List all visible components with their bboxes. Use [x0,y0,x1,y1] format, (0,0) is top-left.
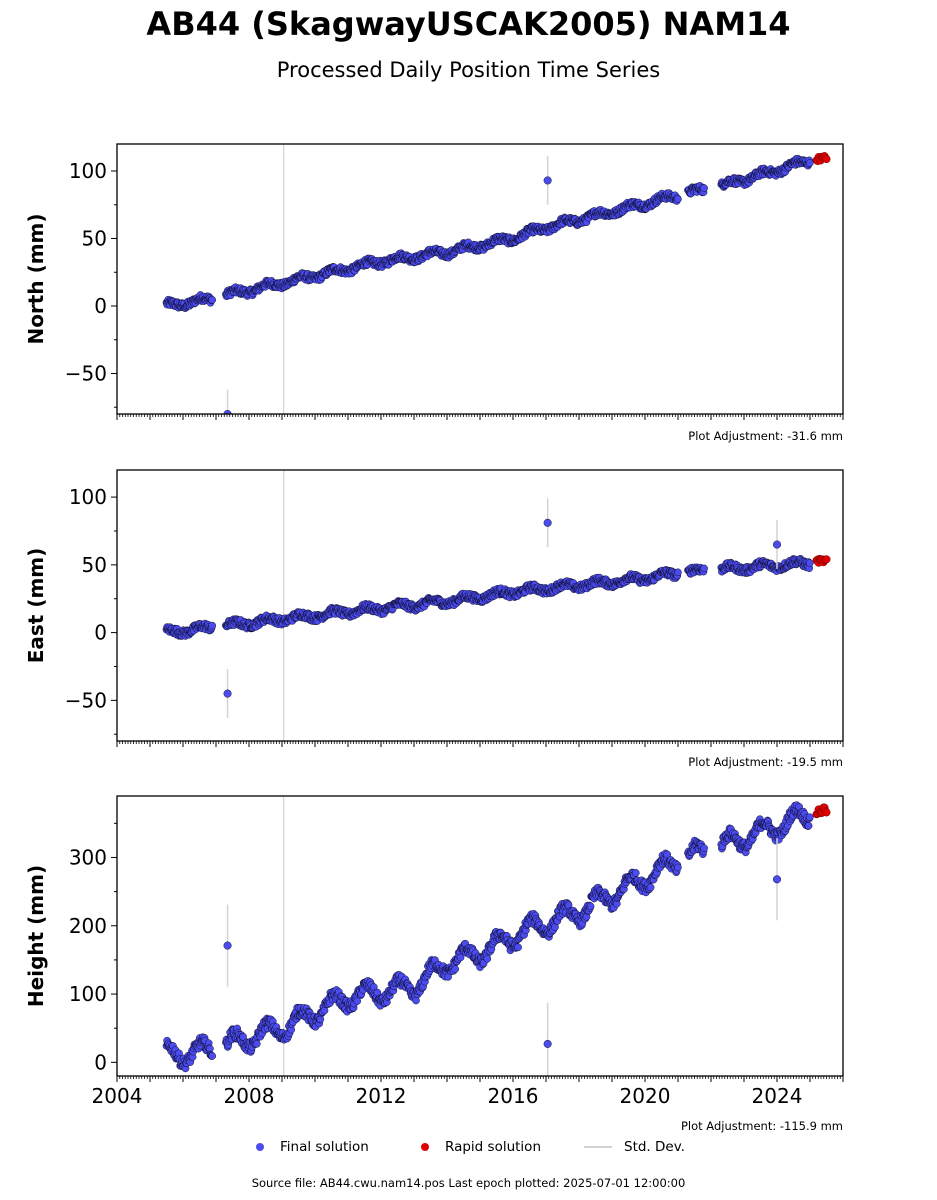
rapid-solution-point [822,555,831,564]
final-solution-point [700,184,708,192]
plot-frame [116,469,844,742]
final-solution-point [586,902,595,911]
source-note: Source file: AB44.cwu.nam14.pos Last epo… [251,1176,686,1190]
y-axis-label: East (mm) [24,548,48,664]
y-axis-label: North (mm) [24,213,48,344]
final-solution-point [806,559,814,567]
outlier-point [773,875,782,884]
legend-item-stddev: Std. Dev. [584,1136,685,1158]
outlier-point [773,540,782,549]
final-solution-point [674,863,682,872]
y-tick-label: 100 [69,159,107,183]
x-tick-label: 2012 [356,1084,407,1108]
final-solution-point [353,997,362,1005]
chart-subtitle: Processed Daily Position Time Series [276,58,661,82]
y-tick-label: 50 [82,227,107,251]
panel-height: 0 100 200 300 2004 2008 2012 2016 2020 2024 Height… [24,795,844,1133]
data-layer [162,152,831,414]
x-tick-label: 2004 [92,1084,143,1108]
rapid-solution-point [822,808,831,817]
y-tick-label: 200 [69,914,107,938]
final-solution-point [483,955,492,963]
final-solution-point [252,1040,261,1048]
x-tick-label: 2024 [752,1084,803,1108]
y-tick-label: 0 [94,294,107,318]
data-layer [162,801,831,1076]
legend-stddev-label: Std. Dev. [624,1139,685,1155]
panel-east: −50 0 50 100 East (mm) Plot Adjustment: -19.5… [24,469,844,769]
data-layer [162,498,831,718]
final-solution-point [632,869,640,877]
final-solution-point [663,850,672,859]
y-tick-label: 300 [69,845,107,869]
x-tick-label: 2020 [620,1084,671,1108]
chart-title: AB44 (SkagwayUSCAK2005) NAM14 [146,5,791,43]
legend-rapid-marker [421,1143,429,1151]
y-axis-label: Height (mm) [24,865,48,1007]
final-solution-point [806,813,814,822]
final-solution-point [646,883,655,892]
y-tick-label: 50 [82,553,107,577]
rapid-solution-point [822,155,831,164]
y-tick-label: −50 [65,688,107,712]
plot-adjustment-label: Plot Adjustment: -19.5 mm [688,755,843,769]
outlier-point [543,176,552,185]
legend-final-marker [256,1143,264,1151]
outlier-point [543,1039,552,1048]
panel-north: −50 0 50 100 North (mm) Plot Adjustment: -31.… [24,143,844,443]
y-tick-label: −50 [65,362,107,386]
outlier-point [223,689,232,698]
final-solution-point [674,195,682,203]
final-solution-point [208,296,216,304]
x-tick-label: 2016 [488,1084,539,1108]
final-solution-point [674,568,682,577]
x-tick-label: 2008 [224,1084,275,1108]
outlier-point [543,518,552,527]
final-solution-point [320,1006,329,1015]
final-solution-point [206,1044,214,1053]
plot-adjustment-label: Plot Adjustment: -115.9 mm [681,1119,843,1133]
final-solution-point [700,844,708,853]
final-solution-point [514,943,522,952]
final-solution-point [208,1052,216,1060]
outlier-point [223,410,232,414]
plot-adjustment-label: Plot Adjustment: -31.6 mm [688,429,843,443]
legend-stddev-line [584,1146,612,1148]
chart-legend: Final solution Rapid solution Std. Dev. [0,1136,937,1160]
y-tick-label: 100 [69,982,107,1006]
final-solution-point [700,564,708,573]
legend-final-label: Final solution [280,1139,369,1155]
final-solution-point [806,159,814,167]
final-solution-point [451,965,460,973]
y-tick-label: 0 [94,621,107,645]
y-tick-label: 100 [69,485,107,509]
legend-item-final: Final solution [256,1136,369,1158]
legend-rapid-label: Rapid solution [445,1139,541,1155]
final-solution-point [456,953,465,962]
outlier-point [223,941,232,950]
y-tick-label: 0 [94,1050,107,1074]
legend-item-rapid: Rapid solution [421,1136,541,1158]
final-solution-point [804,822,813,830]
final-solution-point [208,621,216,630]
